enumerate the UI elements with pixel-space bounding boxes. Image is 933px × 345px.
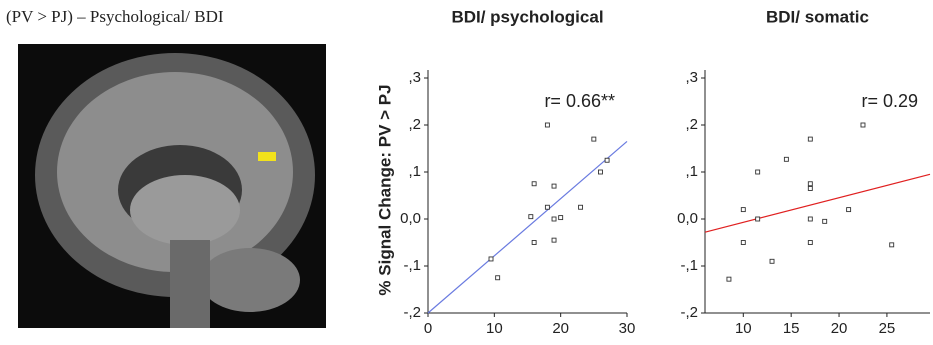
y-tick-label: -,2 [403,304,421,321]
point [727,277,731,281]
fit-line [705,174,930,232]
y-tick-label: ,2 [408,116,421,133]
point [592,137,596,141]
point [532,241,536,245]
x-tick-label: 30 [619,320,636,337]
point [861,123,865,127]
point [808,182,812,186]
point [605,158,609,162]
point [770,259,774,263]
point [598,170,602,174]
fit-line [428,141,627,313]
x-tick-label: 10 [735,320,752,337]
point [756,217,760,221]
point [559,216,563,220]
point [808,137,812,141]
point [579,205,583,209]
point [496,276,500,280]
point [532,182,536,186]
x-tick-label: 20 [831,320,848,337]
y-tick-label: ,1 [408,163,421,180]
x-tick-label: 20 [552,320,569,337]
y-tick-label: ,1 [685,163,698,180]
point [756,170,760,174]
x-tick-label: 25 [879,320,896,337]
point [808,217,812,221]
x-tick-label: 10 [486,320,503,337]
point [545,205,549,209]
point [784,157,788,161]
point [552,184,556,188]
point [529,215,533,219]
y-tick-label: 0,0 [400,210,421,227]
point [741,208,745,212]
y-tick-label: ,3 [685,69,698,86]
x-tick-label: 0 [424,320,432,337]
brain-image [18,44,326,328]
y-tick-label: -,2 [680,304,698,321]
point [808,186,812,190]
point [545,123,549,127]
annotation: r= 0.66** [544,91,615,111]
chart-title: BDI/ psychological [451,7,603,26]
y-tick-label: ,2 [685,116,698,133]
annotation: r= 0.29 [861,91,918,111]
figure: (PV > PJ) – Psychological/ BDI % Signal … [0,0,933,345]
x-tick-label: 15 [783,320,800,337]
point [552,217,556,221]
y-tick-label: ,3 [408,69,421,86]
y-tick-label: -,1 [403,257,421,274]
y-tick-label: 0,0 [677,210,698,227]
point [890,243,894,247]
point [823,219,827,223]
point [808,241,812,245]
panel-label: (PV > PJ) – Psychological/ BDI [6,7,224,26]
point [552,238,556,242]
point [847,208,851,212]
chart-title: BDI/ somatic [766,7,869,26]
page: (PV > PJ) – Psychological/ BDI % Signal … [0,0,933,345]
point [489,257,493,261]
y-tick-label: -,1 [680,257,698,274]
y-axis-label: % Signal Change: PV > PJ [375,84,394,295]
point [741,241,745,245]
